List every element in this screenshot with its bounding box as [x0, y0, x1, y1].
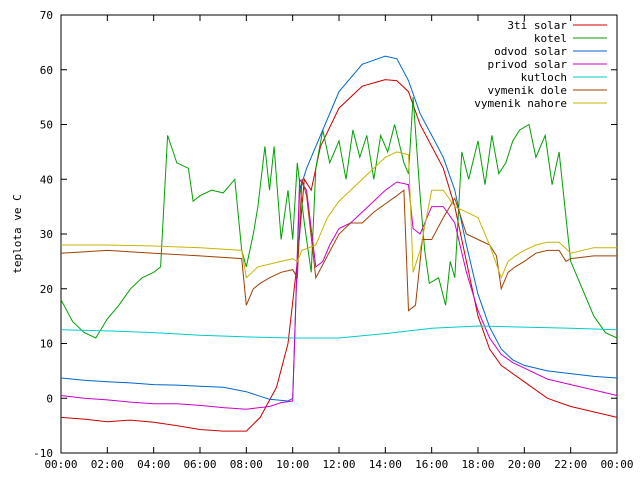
- y-tick-label: 70: [40, 9, 53, 22]
- series-line-odvod-solar: [60, 55, 618, 402]
- x-tick-label: 20:00: [508, 458, 541, 471]
- series-line-vymenik-dole: [60, 179, 617, 312]
- y-axis-label: teplota ve C: [11, 194, 24, 273]
- legend-label: privod solar: [488, 58, 568, 71]
- legend-label: vymenik nahore: [474, 97, 567, 110]
- x-tick-label: 00:00: [600, 458, 633, 471]
- x-tick-label: 14:00: [369, 458, 402, 471]
- y-tick-label: -10: [33, 447, 53, 460]
- legend-label: odvod solar: [494, 45, 567, 58]
- series-line-3ti-solar: [60, 79, 618, 432]
- x-tick-label: 22:00: [554, 458, 587, 471]
- y-tick-label: 10: [40, 338, 53, 351]
- y-tick-label: 30: [40, 228, 53, 241]
- y-tick-label: 0: [46, 392, 53, 405]
- legend-label: 3ti solar: [507, 19, 567, 32]
- y-tick-label: 50: [40, 119, 53, 132]
- x-tick-label: 08:00: [230, 458, 263, 471]
- y-tick-label: 40: [40, 173, 53, 186]
- x-tick-label: 12:00: [322, 458, 355, 471]
- series-line-kutloch: [60, 325, 618, 339]
- x-axis: 00:00 02:00 04:00 06:00 08:00 10:00 12:00 14:00…: [44, 15, 634, 471]
- x-tick-label: 10:00: [276, 458, 309, 471]
- series-line-vymenik-nahore: [61, 151, 617, 280]
- legend-label: kutloch: [521, 71, 567, 84]
- legend-label: kotel: [534, 32, 567, 45]
- y-axis: -10 0 10 20 30 40 50 60 70: [33, 9, 617, 460]
- x-tick-label: 18:00: [461, 458, 494, 471]
- x-tick-label: 00:00: [44, 458, 77, 471]
- legend-label: vymenik dole: [488, 84, 567, 97]
- x-tick-label: 06:00: [183, 458, 216, 471]
- series-line-kotel: [60, 97, 618, 339]
- y-tick-label: 20: [40, 283, 53, 296]
- series-line-privod-solar: [60, 177, 618, 410]
- y-tick-label: 60: [40, 64, 53, 77]
- x-tick-label: 16:00: [415, 458, 448, 471]
- x-tick-label: 04:00: [137, 458, 170, 471]
- series-layer: [60, 55, 618, 432]
- x-tick-label: 02:00: [91, 458, 124, 471]
